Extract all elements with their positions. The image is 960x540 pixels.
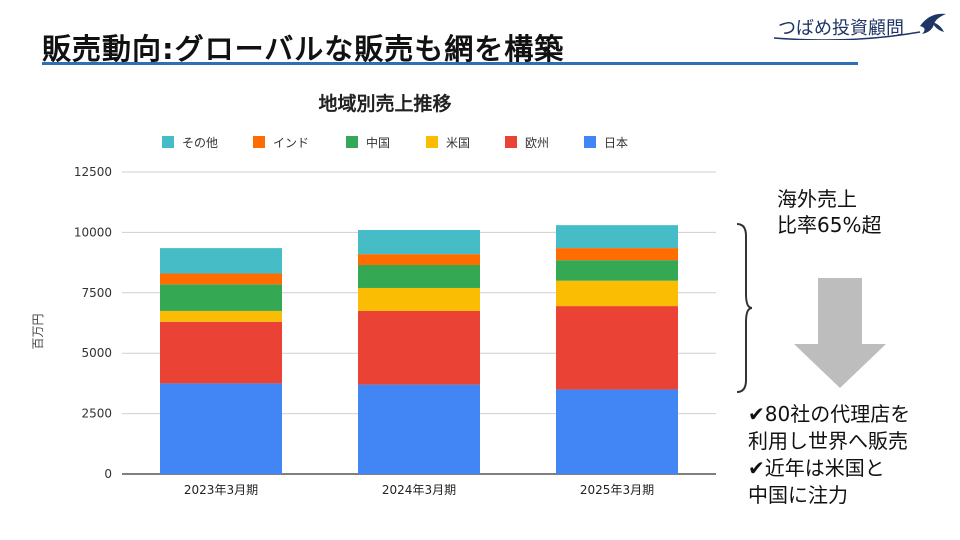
chart-legend: その他 インド 中国 米国 欧州 日本	[162, 135, 628, 150]
bar-segment-3	[556, 306, 678, 390]
overseas-note-line1: 海外売上	[777, 187, 857, 211]
legend-swatch	[584, 136, 596, 148]
y-tick-label: 10000	[74, 225, 112, 239]
y-tick-label: 7500	[81, 286, 112, 300]
legend-swatch	[253, 136, 265, 148]
regional-sales-chart: 地域別売上推移 その他 インド 中国 米国 欧州 日本 0 2500 5000 7500 1000…	[31, 92, 716, 497]
brand-name: つばめ投資顧問	[778, 18, 904, 39]
legend-label: インド	[273, 136, 309, 150]
right-brace-icon	[736, 223, 753, 393]
legend-label: 欧州	[525, 136, 549, 150]
legend-swatch	[162, 136, 174, 148]
bar-segment-1	[160, 248, 282, 274]
bar-segment-1	[160, 383, 282, 474]
y-tick-label: 5000	[81, 346, 112, 360]
y-tick-label: 2500	[81, 407, 112, 421]
x-tick-label: 2024年3月期	[382, 483, 456, 497]
x-tick-label: 2023年3月期	[184, 483, 258, 497]
y-axis-label: 百万円	[31, 313, 45, 349]
legend-label: 米国	[446, 136, 470, 150]
slide-title: 販売動向:グローバルな販売も網を構築	[42, 32, 565, 66]
y-axis-ticks: 0 2500 5000 7500 10000 12500	[74, 165, 112, 481]
chart-title: 地域別売上推移	[318, 92, 451, 115]
distribution-note: ✔80社の代理店を 利用し世界へ販売 ✔近年は米国と 中国に注力	[748, 401, 910, 509]
bar-segment-2	[358, 310, 480, 385]
bar-segment-3	[556, 260, 678, 281]
legend-label: 日本	[604, 136, 628, 150]
point1-line2: 利用し世界へ販売	[748, 429, 908, 453]
brand-logo-area: つばめ投資顧問	[772, 10, 950, 40]
bar-segment-3	[556, 248, 678, 261]
legend-swatch	[346, 136, 358, 148]
bar-segment-1	[160, 321, 282, 384]
bar-segment-1	[160, 284, 282, 311]
chart-bars	[160, 225, 678, 474]
legend-swatch	[426, 136, 438, 148]
overseas-ratio-note: 海外売上 比率65%超	[777, 186, 881, 238]
point2-line2: 中国に注力	[748, 483, 848, 507]
bar-segment-3	[556, 280, 678, 307]
bar-segment-2	[358, 287, 480, 311]
y-tick-label: 12500	[74, 165, 112, 179]
point1-line1: ✔80社の代理店を	[748, 402, 911, 426]
point2-line1: ✔近年は米国と	[748, 456, 885, 480]
bar-segment-2	[358, 229, 480, 255]
bar-segment-1	[160, 310, 282, 322]
legend-label: 中国	[366, 135, 390, 150]
legend-swatch	[505, 136, 517, 148]
legend-label: その他	[182, 136, 218, 150]
bar-segment-2	[358, 384, 480, 474]
bar-segment-2	[358, 254, 480, 266]
overseas-note-line2: 比率65%超	[777, 213, 882, 237]
bar-segment-3	[556, 225, 678, 249]
bar-segment-2	[358, 265, 480, 288]
down-arrow-icon	[794, 278, 886, 388]
x-tick-label: 2025年3月期	[580, 483, 654, 497]
bar-segment-3	[556, 389, 678, 474]
y-tick-label: 0	[104, 467, 112, 481]
swallow-icon	[920, 13, 946, 34]
brand-swoosh-icon	[773, 31, 921, 40]
bar-segment-1	[160, 273, 282, 285]
title-underline	[42, 62, 858, 65]
x-axis-ticks: 2023年3月期 2024年3月期 2025年3月期	[184, 483, 654, 497]
